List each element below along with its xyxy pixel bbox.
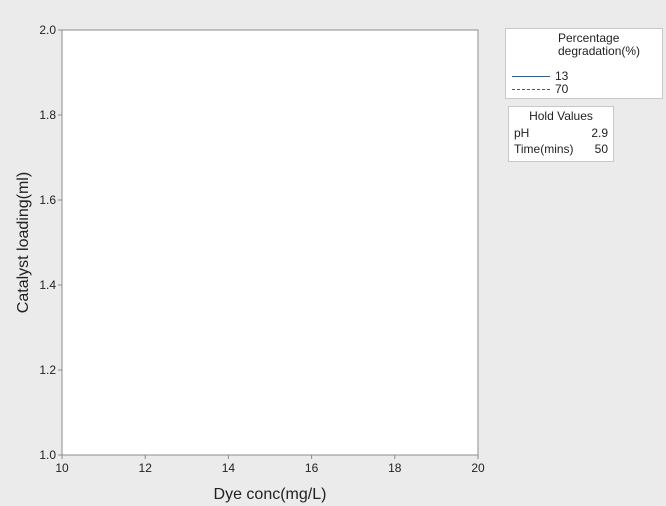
hold-row-ph: pH 2.9 bbox=[514, 126, 608, 140]
legend-dashed-line-swatch bbox=[512, 89, 550, 90]
y-tick-label: 1.0 bbox=[39, 448, 56, 462]
y-tick-label: 1.2 bbox=[39, 363, 56, 377]
x-tick-label: 20 bbox=[471, 461, 485, 475]
y-tick-label: 1.6 bbox=[39, 193, 56, 207]
x-tick-label: 14 bbox=[222, 461, 236, 475]
x-axis: 10 12 14 16 18 20 bbox=[55, 455, 485, 475]
legend-entry-label: 13 bbox=[555, 69, 569, 83]
legend-entry-13: 13 bbox=[512, 70, 568, 83]
hold-key: Time(mins) bbox=[514, 142, 574, 156]
plot-area bbox=[61, 29, 479, 456]
y-axis: 1.0 1.2 1.4 1.6 1.8 2.0 bbox=[39, 23, 62, 462]
y-axis-title: Catalyst loading(ml) bbox=[15, 172, 32, 313]
legend-entry-label: 70 bbox=[555, 82, 569, 96]
y-tick-label: 1.4 bbox=[39, 278, 56, 292]
legend-title-line1: Percentage bbox=[558, 31, 620, 45]
x-tick-label: 10 bbox=[55, 461, 69, 475]
legend-solid-line-swatch bbox=[512, 76, 550, 77]
x-axis-title: Dye conc(mg/L) bbox=[214, 486, 327, 503]
legend-title-line2: degradation(%) bbox=[558, 44, 641, 58]
legend-title: Percentage degradation(%) bbox=[558, 32, 640, 58]
hold-value: 50 bbox=[594, 142, 608, 156]
x-tick-label: 12 bbox=[139, 461, 153, 475]
x-tick-label: 18 bbox=[388, 461, 402, 475]
legend-entry-70: 70 bbox=[512, 83, 568, 96]
x-tick-label: 16 bbox=[305, 461, 319, 475]
y-tick-label: 2.0 bbox=[39, 23, 56, 37]
hold-row-time: Time(mins) 50 bbox=[514, 142, 608, 156]
legend: Percentage degradation(%) 13 70 bbox=[505, 28, 663, 99]
hold-values-title: Hold Values bbox=[529, 109, 593, 123]
y-tick-label: 1.8 bbox=[39, 108, 56, 122]
hold-key: pH bbox=[514, 126, 530, 140]
hold-value: 2.9 bbox=[591, 126, 608, 140]
hold-values-box: Hold Values pH 2.9 Time(mins) 50 bbox=[508, 106, 614, 162]
